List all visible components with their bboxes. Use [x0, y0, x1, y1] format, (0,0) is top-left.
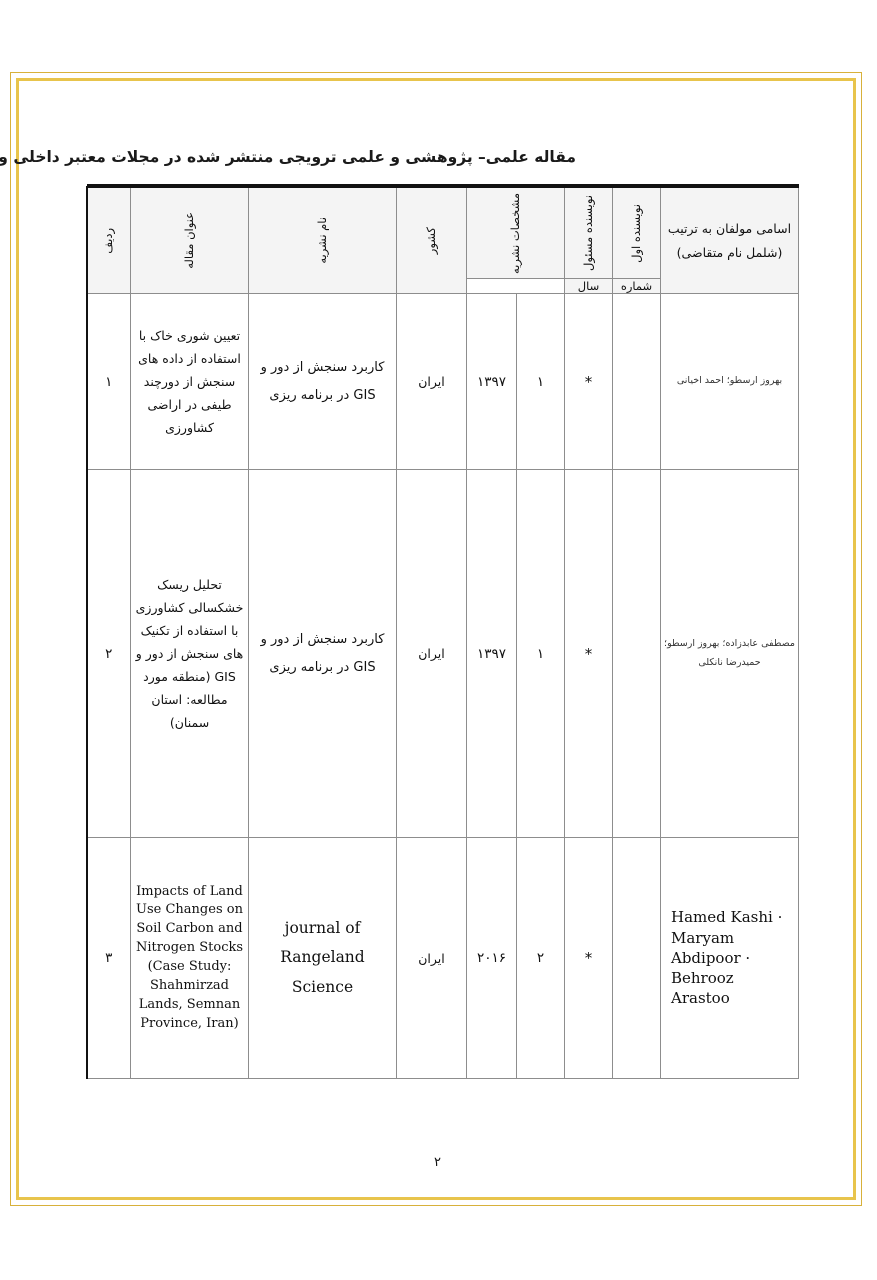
- cell-article-title: تعیین شوری خاک با استفاده از داده های سن…: [131, 293, 250, 470]
- table-top-rule: [88, 184, 800, 187]
- header-journal-name-label: نام نشریه: [315, 217, 330, 264]
- cell-article-title: Impacts of Land Use Changes on Soil Carb…: [131, 837, 250, 1079]
- cell-first-author-mark: [613, 837, 662, 1079]
- cell-authors: Hamed Kashi · Maryam Abdipoor · Behrooz …: [661, 837, 800, 1079]
- cell-year: ۱۳۹۷: [467, 293, 518, 470]
- cell-authors: مصطفی عابدزاده؛ بهروز ارسطو؛ حمیدرضا نان…: [661, 469, 800, 838]
- table-row: بهروز ارسطو؛ احمد اخیانی * ۱ ۱۳۹۷ ایران …: [87, 293, 800, 470]
- header-article-title-inner: عنوان مقاله: [132, 196, 249, 286]
- cell-journal-name: journal of Rangeland Science: [249, 837, 398, 1079]
- header-journal-name: نام نشریه: [249, 186, 398, 294]
- cell-authors: بهروز ارسطو؛ احمد اخیانی: [661, 293, 800, 470]
- table-header-row-main: اسامی مولفان به ترتیب (شلمل نام متقاضی) …: [87, 186, 800, 294]
- table-row: Hamed Kashi · Maryam Abdipoor · Behrooz …: [87, 837, 800, 1079]
- cell-year: ۱۳۹۷: [467, 469, 518, 838]
- header-responsible-author-label: نویسنده مسئول: [581, 195, 596, 271]
- header-publication-group-label: مشخصات نشریه: [508, 192, 523, 274]
- table-body: بهروز ارسطو؛ احمد اخیانی * ۱ ۱۳۹۷ ایران …: [87, 293, 800, 1079]
- cell-article-title: تحلیل ریسک خشکسالی کشاورزی با استفاده از…: [131, 469, 250, 838]
- table-row: مصطفی عابدزاده؛ بهروز ارسطو؛ حمیدرضا نان…: [87, 469, 800, 838]
- header-row-index-label: ردیف: [102, 227, 117, 254]
- header-issue-number: شماره: [613, 278, 662, 294]
- header-publication-group: مشخصات نشریه: [467, 186, 566, 279]
- header-journal-name-inner: نام نشریه: [250, 196, 397, 286]
- cell-country: ایران: [397, 293, 468, 470]
- cell-row-index: ۱: [87, 293, 132, 470]
- header-first-author: نویسنده اول: [613, 186, 662, 279]
- section-heading-text: مقاله علمی– پژوهشی و علمی ترویجی منتشر ش…: [0, 148, 577, 166]
- header-first-author-inner: نویسنده اول: [614, 188, 661, 278]
- cell-responsible-author-mark: *: [565, 469, 614, 838]
- publications-table-container: اسامی مولفان به ترتیب (شلمل نام متقاضی) …: [86, 186, 800, 1079]
- header-responsible-author-inner: نویسنده مسئول: [566, 188, 613, 278]
- header-article-title-label: عنوان مقاله: [182, 212, 197, 269]
- header-country: کشور: [397, 186, 468, 294]
- header-country-label: کشور: [424, 226, 439, 255]
- header-row-index: ردیف: [87, 186, 132, 294]
- cell-first-author-mark: [613, 469, 662, 838]
- header-authors: اسامی مولفان به ترتیب (شلمل نام متقاضی): [661, 186, 800, 294]
- cell-responsible-author-mark: *: [565, 293, 614, 470]
- cell-country: ایران: [397, 469, 468, 838]
- header-year: سال: [565, 278, 614, 294]
- publications-table: اسامی مولفان به ترتیب (شلمل نام متقاضی) …: [86, 186, 800, 1079]
- cell-country: ایران: [397, 837, 468, 1079]
- header-country-inner: کشور: [398, 196, 467, 286]
- cell-responsible-author-mark: *: [565, 837, 614, 1079]
- cell-year: ۲۰۱۶: [467, 837, 518, 1079]
- table-header: اسامی مولفان به ترتیب (شلمل نام متقاضی) …: [87, 186, 800, 294]
- cell-journal-name: کاربرد سنجش از دور و GIS در برنامه ریزی: [249, 469, 398, 838]
- header-responsible-author: نویسنده مسئول: [565, 186, 614, 279]
- cell-journal-name: کاربرد سنجش از دور و GIS در برنامه ریزی: [249, 293, 398, 470]
- cell-row-index: ۳: [87, 837, 132, 1079]
- page-number: ۲: [435, 1155, 442, 1170]
- header-first-author-label: نویسنده اول: [629, 203, 644, 263]
- section-heading: مقاله علمی– پژوهشی و علمی ترویجی منتشر ش…: [0, 148, 577, 166]
- cell-first-author-mark: [613, 293, 662, 470]
- cell-issue-number: ۱: [517, 469, 566, 838]
- cell-row-index: ۲: [87, 469, 132, 838]
- cell-issue-number: ۲: [517, 837, 566, 1079]
- header-row-index-inner: ردیف: [89, 196, 132, 286]
- header-article-title: عنوان مقاله: [131, 186, 250, 294]
- header-publication-group-inner: مشخصات نشریه: [468, 188, 565, 278]
- cell-issue-number: ۱: [517, 293, 566, 470]
